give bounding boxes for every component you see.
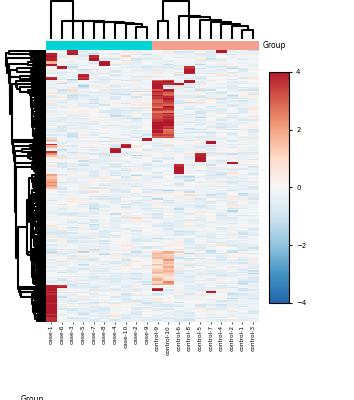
Text: Group: Group (20, 395, 44, 400)
Text: Group: Group (263, 41, 286, 50)
